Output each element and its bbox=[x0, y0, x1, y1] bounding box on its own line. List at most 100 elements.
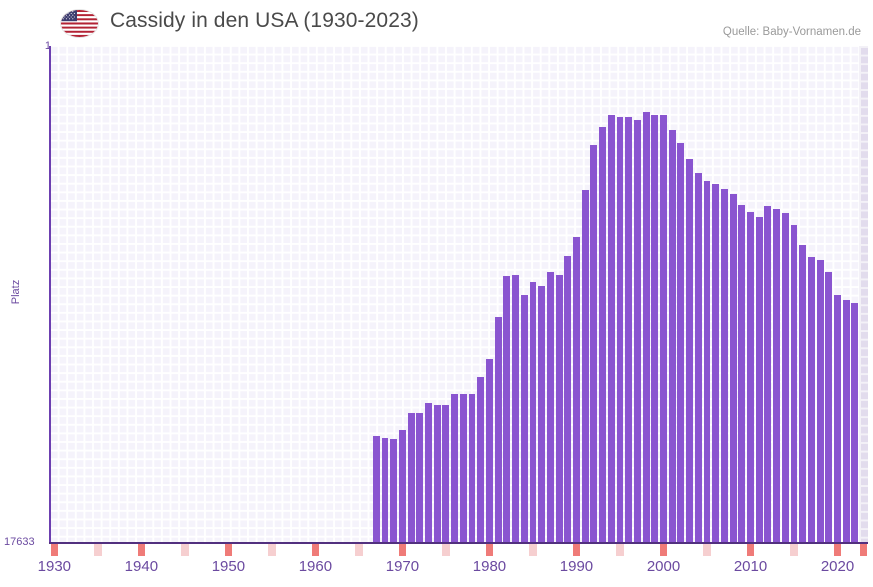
chart-header: Cassidy in den USA (1930-2023) Quelle: B… bbox=[0, 0, 873, 46]
x-axis-line bbox=[49, 542, 868, 544]
bar-1974[interactable] bbox=[433, 404, 441, 543]
bar-1984[interactable] bbox=[520, 294, 528, 543]
bar-2003[interactable] bbox=[686, 159, 694, 543]
bar-2017[interactable] bbox=[807, 257, 815, 543]
plot-area bbox=[50, 46, 868, 543]
bar-1986[interactable] bbox=[538, 285, 546, 543]
bar-series bbox=[50, 46, 868, 543]
x-axis-label-1990: 1990 bbox=[559, 558, 594, 575]
x-axis-label-1980: 1980 bbox=[472, 558, 507, 575]
bar-2007[interactable] bbox=[720, 189, 728, 543]
bar-1982[interactable] bbox=[503, 275, 511, 543]
bar-2019[interactable] bbox=[825, 272, 833, 543]
bar-1981[interactable] bbox=[494, 316, 502, 543]
x-axis-label-2000: 2000 bbox=[646, 558, 681, 575]
x-axis-label-2020: 2020 bbox=[820, 558, 855, 575]
bar-1983[interactable] bbox=[512, 274, 519, 543]
y-axis-bottom-label: 17633 bbox=[4, 536, 35, 548]
bar-1979[interactable] bbox=[477, 377, 485, 543]
bar-2009[interactable] bbox=[738, 205, 746, 543]
bar-2022[interactable] bbox=[851, 303, 859, 543]
source-attribution: Quelle: Baby-Vornamen.de bbox=[722, 26, 861, 38]
x-axis-label-1960: 1960 bbox=[298, 558, 333, 575]
bar-1972[interactable] bbox=[416, 412, 424, 543]
bar-1978[interactable] bbox=[468, 393, 476, 543]
x-tick-1980 bbox=[485, 544, 494, 556]
bar-1985[interactable] bbox=[529, 282, 537, 543]
x-tick-1975 bbox=[442, 544, 450, 556]
bar-1992[interactable] bbox=[590, 145, 598, 543]
y-axis-top-label: 1 bbox=[44, 40, 51, 52]
no-data-shaded-band bbox=[859, 46, 868, 543]
x-tick-1990 bbox=[572, 544, 581, 556]
x-axis-label-1950: 1950 bbox=[211, 558, 246, 575]
bar-2012[interactable] bbox=[764, 206, 772, 543]
bar-1989[interactable] bbox=[564, 255, 572, 543]
bar-2001[interactable] bbox=[668, 129, 676, 543]
us-flag-icon bbox=[61, 10, 98, 37]
x-axis-label-2010: 2010 bbox=[733, 558, 768, 575]
bar-2004[interactable] bbox=[694, 172, 702, 543]
x-axis-ticks bbox=[0, 544, 873, 558]
bar-2016[interactable] bbox=[799, 244, 807, 543]
bar-1991[interactable] bbox=[581, 190, 589, 543]
bar-1973[interactable] bbox=[425, 403, 432, 543]
bar-1995[interactable] bbox=[616, 116, 624, 543]
bar-2015[interactable] bbox=[790, 224, 798, 543]
x-tick-1985 bbox=[529, 544, 537, 556]
x-tick-2023 bbox=[859, 544, 868, 556]
bar-2021[interactable] bbox=[842, 300, 850, 543]
bar-1993[interactable] bbox=[599, 126, 607, 543]
bar-2002[interactable] bbox=[677, 142, 685, 543]
bar-1997[interactable] bbox=[633, 119, 641, 543]
page-title: Cassidy in den USA (1930-2023) bbox=[110, 9, 419, 32]
x-tick-1935 bbox=[94, 544, 102, 556]
bar-1969[interactable] bbox=[390, 438, 398, 543]
bar-1976[interactable] bbox=[451, 393, 459, 543]
bar-1990[interactable] bbox=[573, 237, 580, 543]
bar-1977[interactable] bbox=[459, 393, 467, 543]
x-tick-1940 bbox=[137, 544, 146, 556]
bar-2018[interactable] bbox=[816, 259, 824, 543]
x-axis-label-1940: 1940 bbox=[124, 558, 159, 575]
bar-1988[interactable] bbox=[555, 274, 563, 543]
bar-2000[interactable] bbox=[660, 114, 667, 543]
x-tick-1965 bbox=[355, 544, 363, 556]
bar-1998[interactable] bbox=[642, 111, 650, 543]
x-tick-1950 bbox=[224, 544, 233, 556]
x-tick-1945 bbox=[181, 544, 189, 556]
x-tick-2000 bbox=[659, 544, 668, 556]
bar-2008[interactable] bbox=[729, 194, 737, 543]
y-axis-line bbox=[49, 46, 51, 544]
x-tick-2010 bbox=[746, 544, 755, 556]
bar-1967[interactable] bbox=[372, 436, 380, 543]
bar-1970[interactable] bbox=[398, 429, 406, 543]
x-tick-1970 bbox=[398, 544, 407, 556]
bar-1987[interactable] bbox=[546, 272, 554, 543]
bar-1980[interactable] bbox=[486, 359, 493, 543]
bar-2005[interactable] bbox=[703, 181, 711, 543]
x-axis-label-1930: 1930 bbox=[37, 558, 72, 575]
bar-2014[interactable] bbox=[781, 213, 789, 543]
bar-1968[interactable] bbox=[381, 437, 389, 543]
bar-2006[interactable] bbox=[712, 184, 720, 543]
x-tick-2020 bbox=[833, 544, 842, 556]
x-tick-1930 bbox=[50, 544, 59, 556]
x-tick-1960 bbox=[311, 544, 320, 556]
bar-2020[interactable] bbox=[834, 294, 841, 543]
bar-1999[interactable] bbox=[651, 114, 659, 543]
x-axis-labels: 1930 1940 1950 1960 1970 1980 1990 2000 2010 2020 bbox=[0, 558, 873, 584]
x-axis-label-1970: 1970 bbox=[385, 558, 420, 575]
bar-2013[interactable] bbox=[773, 209, 781, 543]
x-tick-1955 bbox=[268, 544, 276, 556]
bar-2010[interactable] bbox=[747, 212, 754, 543]
bar-1971[interactable] bbox=[407, 412, 415, 543]
x-tick-2015 bbox=[790, 544, 798, 556]
bar-2011[interactable] bbox=[755, 216, 763, 543]
x-tick-1995 bbox=[616, 544, 624, 556]
x-tick-2005 bbox=[703, 544, 711, 556]
bar-1996[interactable] bbox=[625, 116, 633, 543]
bar-1994[interactable] bbox=[607, 114, 615, 543]
bar-1975[interactable] bbox=[442, 404, 450, 543]
